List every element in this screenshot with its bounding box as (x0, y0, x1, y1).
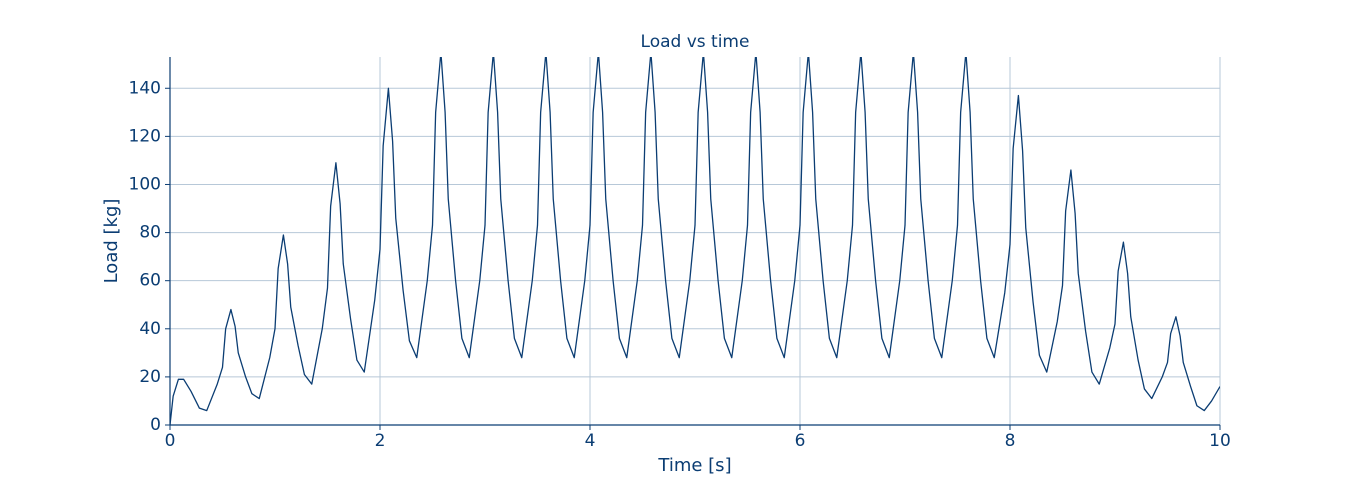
x-tick-label: 4 (585, 431, 596, 451)
x-tick-label: 0 (165, 431, 176, 451)
y-tick-label: 80 (139, 223, 161, 243)
x-tick-label: 6 (795, 431, 806, 451)
y-tick-label: 40 (139, 319, 161, 339)
y-axis-label: Load [kg] (101, 199, 122, 284)
data-line (170, 57, 1220, 425)
y-tick-label: 100 (129, 174, 161, 194)
y-tick-label: 20 (139, 367, 161, 387)
x-tick-label: 10 (1209, 431, 1231, 451)
chart-title: Load vs time (641, 32, 750, 52)
x-tick-label: 8 (1005, 431, 1016, 451)
x-tick-label: 2 (375, 431, 386, 451)
y-tick-label: 140 (129, 78, 161, 98)
x-axis-label: Time [s] (657, 455, 731, 476)
y-tick-label: 0 (150, 415, 161, 435)
y-tick-label: 60 (139, 271, 161, 291)
y-tick-label: 120 (129, 126, 161, 146)
